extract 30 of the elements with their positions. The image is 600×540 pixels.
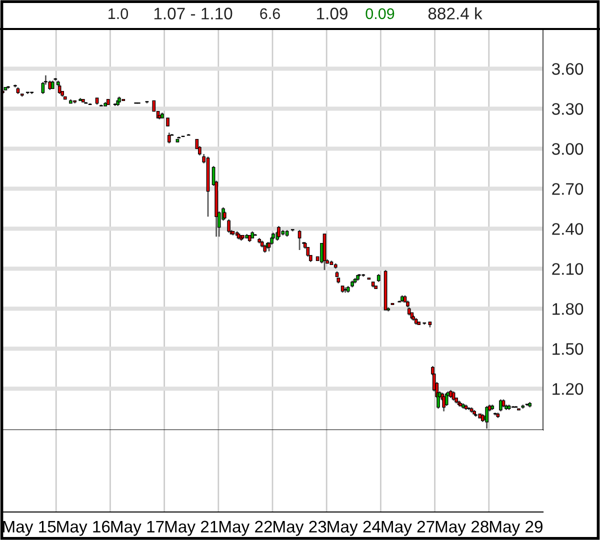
candlestick — [48, 80, 52, 91]
y-tick-label: 3.60 — [552, 63, 584, 75]
text: 0.09 — [366, 8, 394, 20]
x-tick-label: May 29 — [490, 520, 542, 536]
text: 882.4 k — [428, 7, 482, 20]
text: 1.0 — [108, 8, 128, 20]
x-tick-label: May 17 — [111, 520, 164, 536]
y-tick-label: 2.10 — [552, 263, 584, 275]
x-tick-label: May 24 — [328, 520, 380, 536]
y-tick-label: 2.70 — [552, 183, 584, 195]
x-tick-label: May 28 — [436, 520, 488, 536]
text: 1.07 - 1.10 — [154, 8, 232, 20]
candlestick — [167, 132, 171, 144]
candlestick — [499, 398, 502, 412]
y-tick-label: 2.40 — [552, 223, 584, 235]
text: 1.09 — [317, 8, 348, 20]
y-tick-label: 3.30 — [552, 103, 584, 115]
y-tick-label: 3.00 — [552, 143, 584, 155]
x-tick-label: May 27 — [382, 520, 434, 536]
x-tick-label: May 16 — [57, 520, 110, 536]
x-tick-label: May 15 — [3, 520, 56, 536]
x-tick-label: May 23 — [274, 520, 326, 536]
candlestick — [298, 229, 302, 251]
x-tick-label: May 22 — [219, 520, 272, 536]
x-tick-label: May 21 — [165, 520, 218, 536]
y-tick-label: 1.80 — [552, 303, 584, 315]
candlestick — [227, 218, 230, 234]
y-tick-label: 1.20 — [552, 383, 584, 395]
y-tick-label: 1.50 — [552, 343, 584, 355]
text: 6.6 — [260, 8, 280, 20]
